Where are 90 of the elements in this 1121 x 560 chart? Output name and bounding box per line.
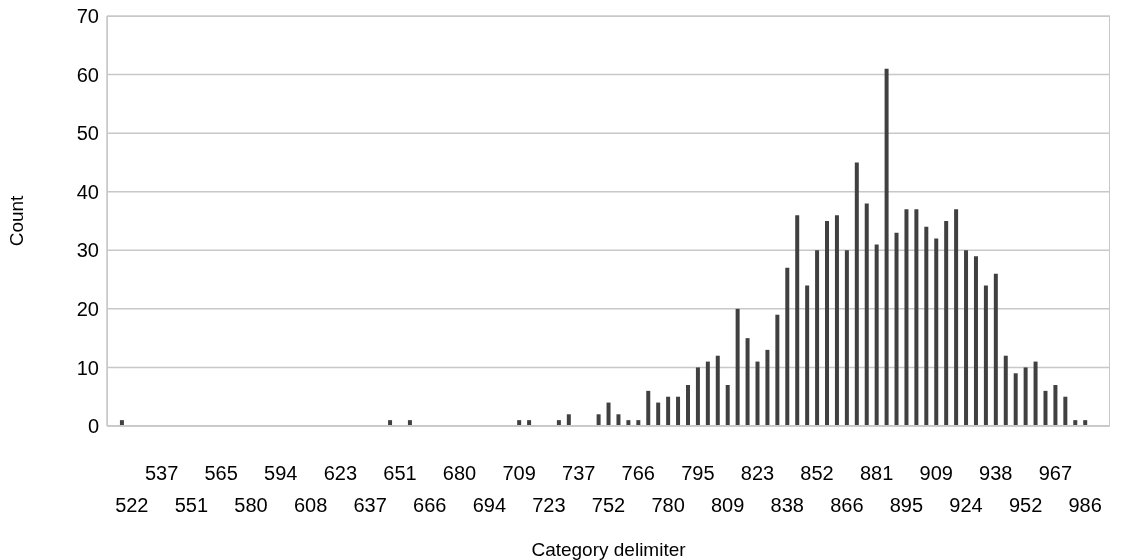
x-tick-label: 909	[919, 462, 953, 484]
y-tick-label: 40	[76, 180, 99, 203]
bar	[1013, 373, 1018, 426]
bar	[914, 209, 919, 426]
x-tick-label: 594	[264, 462, 298, 484]
x-tick-label: 895	[889, 494, 924, 516]
bar	[596, 414, 601, 426]
bar	[1003, 355, 1008, 426]
x-tick-label: 537	[144, 462, 179, 484]
bar	[874, 244, 879, 426]
x-tick-label: 737	[562, 462, 596, 484]
bar	[656, 402, 661, 426]
bar	[606, 402, 611, 426]
bar	[695, 367, 700, 426]
y-tick-label: 0	[87, 415, 99, 438]
bar	[775, 314, 780, 426]
y-tick-label: 10	[76, 356, 99, 379]
bar	[934, 238, 939, 426]
x-tick-label: 580	[234, 494, 268, 516]
x-tick-label: 766	[621, 462, 655, 484]
x-tick-label: 866	[830, 494, 864, 516]
bar	[954, 209, 959, 426]
bar	[834, 215, 839, 426]
x-tick-label: 881	[859, 462, 894, 484]
bar	[735, 308, 740, 426]
x-tick-label: 680	[442, 462, 477, 484]
y-tick-label: 30	[76, 239, 99, 262]
y-tick-label: 20	[76, 297, 99, 320]
bar	[894, 232, 899, 426]
x-axis-title: Category delimiter	[531, 539, 687, 560]
x-tick-label: 694	[472, 494, 507, 516]
bar	[765, 349, 770, 426]
x-tick-label: 752	[591, 494, 626, 516]
x-tick-label: 723	[532, 494, 566, 516]
bar	[785, 267, 790, 426]
bar	[745, 338, 750, 426]
bar	[904, 209, 909, 426]
bar	[705, 361, 710, 426]
bar	[715, 355, 720, 426]
x-tick-label: 967	[1038, 462, 1073, 484]
x-tick-label: 522	[115, 494, 149, 516]
bar	[1023, 367, 1028, 426]
bar	[566, 414, 571, 426]
bar	[725, 385, 730, 426]
bar	[964, 250, 969, 426]
bar	[844, 250, 849, 426]
y-tick-label: 70	[76, 5, 99, 28]
y-axis-title: Count	[5, 194, 27, 247]
bar	[815, 250, 820, 426]
x-tick-label: 780	[651, 494, 685, 516]
bar	[755, 361, 760, 426]
bar	[993, 273, 998, 426]
y-tick-label: 50	[76, 122, 99, 145]
x-tick-label: 623	[323, 462, 358, 484]
x-tick-label: 666	[413, 494, 447, 516]
bar	[1063, 396, 1068, 426]
y-tick-label: 60	[76, 63, 99, 86]
x-tick-label: 565	[204, 462, 238, 484]
x-tick-label: 608	[293, 494, 328, 516]
x-tick-label: 986	[1068, 494, 1102, 516]
bar	[795, 215, 800, 426]
bar	[1053, 385, 1058, 426]
x-tick-label: 795	[681, 462, 715, 484]
bar	[666, 396, 671, 426]
bar	[1043, 390, 1048, 426]
x-tick-label: 651	[383, 462, 417, 484]
x-tick-label: 809	[710, 494, 745, 516]
bar	[864, 203, 869, 426]
bar	[854, 162, 859, 426]
bar	[825, 221, 830, 426]
bar	[1033, 361, 1038, 426]
bar	[983, 285, 988, 426]
bar	[924, 226, 929, 426]
x-tick-label: 551	[174, 494, 209, 516]
x-tick-label: 838	[770, 494, 804, 516]
bar	[805, 285, 810, 426]
bar	[646, 390, 651, 426]
x-tick-label: 823	[740, 462, 775, 484]
x-tick-label: 852	[800, 462, 834, 484]
x-tick-label: 637	[353, 494, 387, 516]
x-tick-label: 924	[949, 494, 983, 516]
x-tick-label: 938	[979, 462, 1013, 484]
bar	[944, 221, 949, 426]
x-tick-label: 952	[1008, 494, 1043, 516]
bar	[973, 256, 978, 426]
bar	[676, 396, 681, 426]
x-tick-label: 709	[502, 462, 536, 484]
bar	[884, 68, 889, 426]
bar	[685, 385, 690, 426]
bar	[616, 414, 621, 426]
